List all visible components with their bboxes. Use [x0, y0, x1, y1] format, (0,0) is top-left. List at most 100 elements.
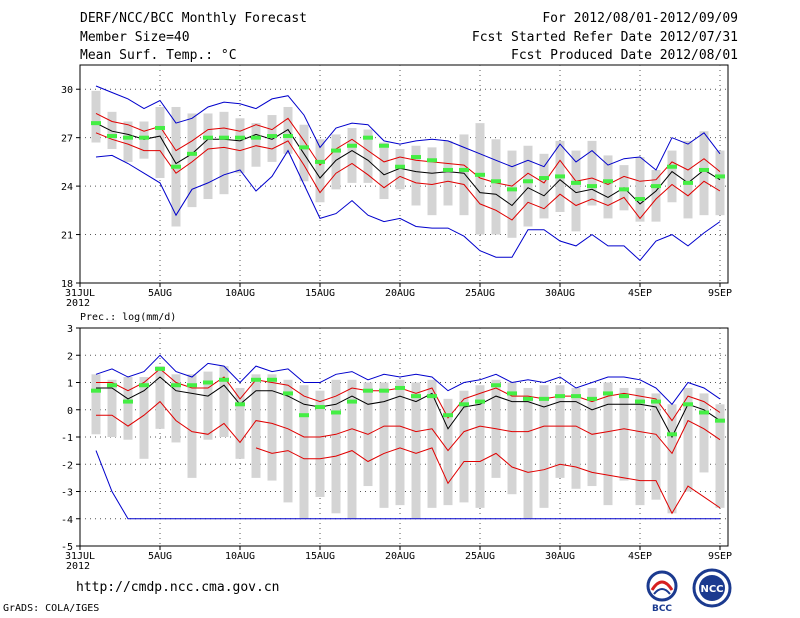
grads-credit: GrADS: COLA/IGES — [3, 603, 100, 614]
prec-xtick-label: 25AUG — [465, 551, 495, 562]
temp-median-marker — [411, 155, 421, 160]
temp-median-marker — [395, 164, 405, 169]
temp-xtick-label: 31JUL — [65, 288, 95, 299]
temp-line-upper — [95, 112, 721, 187]
temp-line-max — [95, 85, 721, 171]
temp-box — [587, 140, 597, 206]
logos: BCC NCC — [646, 568, 732, 614]
prec-median-marker — [587, 396, 597, 401]
prec-xtick-label: 15AUG — [305, 551, 335, 562]
temp-box — [187, 113, 197, 208]
temp-box — [379, 142, 389, 200]
temp-median-marker — [443, 167, 453, 172]
temp-box — [507, 150, 517, 238]
temp-box — [539, 153, 549, 219]
prec-median-marker — [395, 385, 405, 390]
temp-frame — [79, 64, 729, 284]
temp-median-marker — [459, 167, 469, 172]
prec-box — [507, 382, 517, 495]
temp-box — [107, 111, 117, 149]
prec-box — [347, 379, 357, 519]
prec-line-lower — [96, 400, 721, 455]
temp-box — [331, 134, 341, 190]
temp-box — [699, 131, 709, 216]
prec-line-lower2 — [255, 447, 721, 515]
produced-date: Fcst Produced Date 2012/08/01 — [511, 48, 738, 63]
prec-median-marker — [507, 391, 517, 396]
temp-xtick-label: 10AUG — [225, 288, 255, 299]
prec-box — [171, 374, 181, 443]
prec-median-marker — [651, 399, 661, 404]
prec-median-marker — [475, 399, 485, 404]
source-url[interactable]: http://cmdp.ncc.cma.gov.cn — [76, 580, 280, 595]
temp-median-marker — [347, 143, 357, 148]
prec-box — [299, 385, 309, 519]
prec-xtick-label: 30AUG — [545, 551, 575, 562]
temp-median-marker — [683, 180, 693, 185]
prec-xtick-label: 4SEP — [628, 551, 652, 562]
temp-median-marker — [539, 176, 549, 181]
prec-median-marker — [251, 377, 261, 382]
temp-median-marker — [603, 179, 613, 184]
temp-median-marker — [523, 179, 533, 184]
temp-xtick-label: 4SEP — [628, 288, 652, 299]
prec-ytick-label: 1 — [67, 379, 73, 390]
bcc-logo-text: BCC — [652, 604, 672, 614]
prec-line-min — [95, 450, 720, 520]
prec-median-marker — [203, 380, 213, 385]
prec-ytick-label: 3 — [67, 324, 73, 335]
temp-median-marker — [155, 125, 165, 130]
temp-box — [363, 129, 373, 183]
prec-median-marker — [699, 410, 709, 415]
temp-median-marker — [203, 135, 213, 140]
prec-box — [683, 387, 693, 492]
temp-median-marker — [139, 135, 149, 140]
temp-box — [91, 90, 101, 143]
prec-ytick-label: -3 — [61, 488, 73, 499]
start-date: Fcst Started Refer Date 2012/07/31 — [471, 30, 738, 45]
temp-box — [219, 111, 229, 195]
temp-median-marker — [699, 167, 709, 172]
temp-box — [411, 145, 421, 206]
prec-box — [603, 382, 613, 506]
prec-median-marker — [683, 402, 693, 407]
prec-median-marker — [523, 396, 533, 401]
prec-ytick-label: 0 — [67, 406, 73, 417]
prec-median-marker — [555, 394, 565, 399]
prec-median-marker — [139, 383, 149, 388]
prec-box — [379, 382, 389, 508]
prec-median-marker — [379, 388, 389, 393]
chart-title: DERF/NCC/BCC Monthly Forecast — [80, 11, 307, 26]
temp-box — [603, 155, 613, 219]
temp-box — [203, 113, 213, 200]
temp-ytick-label: 24 — [61, 182, 73, 193]
prec-box — [523, 387, 533, 519]
temp-median-marker — [555, 174, 565, 179]
prec-box — [667, 404, 677, 514]
prec-median-marker — [123, 399, 133, 404]
prec-box — [395, 379, 405, 506]
prec-box — [235, 387, 245, 459]
prec-subtitle: Prec.: log(mm/d) — [80, 312, 176, 323]
prec-median-marker — [107, 383, 117, 388]
temp-median-marker — [235, 135, 245, 140]
temp-median-marker — [331, 148, 341, 153]
prec-median-marker — [443, 413, 453, 418]
temp-xtick-year: 2012 — [66, 298, 90, 309]
temp-median-marker — [107, 134, 117, 139]
temp-median-marker — [251, 135, 261, 140]
temp-xtick-label: 15AUG — [305, 288, 335, 299]
prec-median-marker — [91, 388, 101, 393]
prec-median-marker — [635, 399, 645, 404]
temp-box — [651, 169, 661, 222]
prec-box — [475, 385, 485, 508]
prec-ytick-label: 2 — [67, 351, 73, 362]
temp-box — [443, 140, 453, 206]
temp-median-marker — [507, 187, 517, 192]
prec-line-max — [95, 354, 721, 406]
temp-ytick-label: 30 — [61, 85, 73, 96]
temp-median-marker — [171, 164, 181, 169]
bcc-logo: BCC — [646, 570, 678, 614]
prec-median-marker — [315, 405, 325, 410]
